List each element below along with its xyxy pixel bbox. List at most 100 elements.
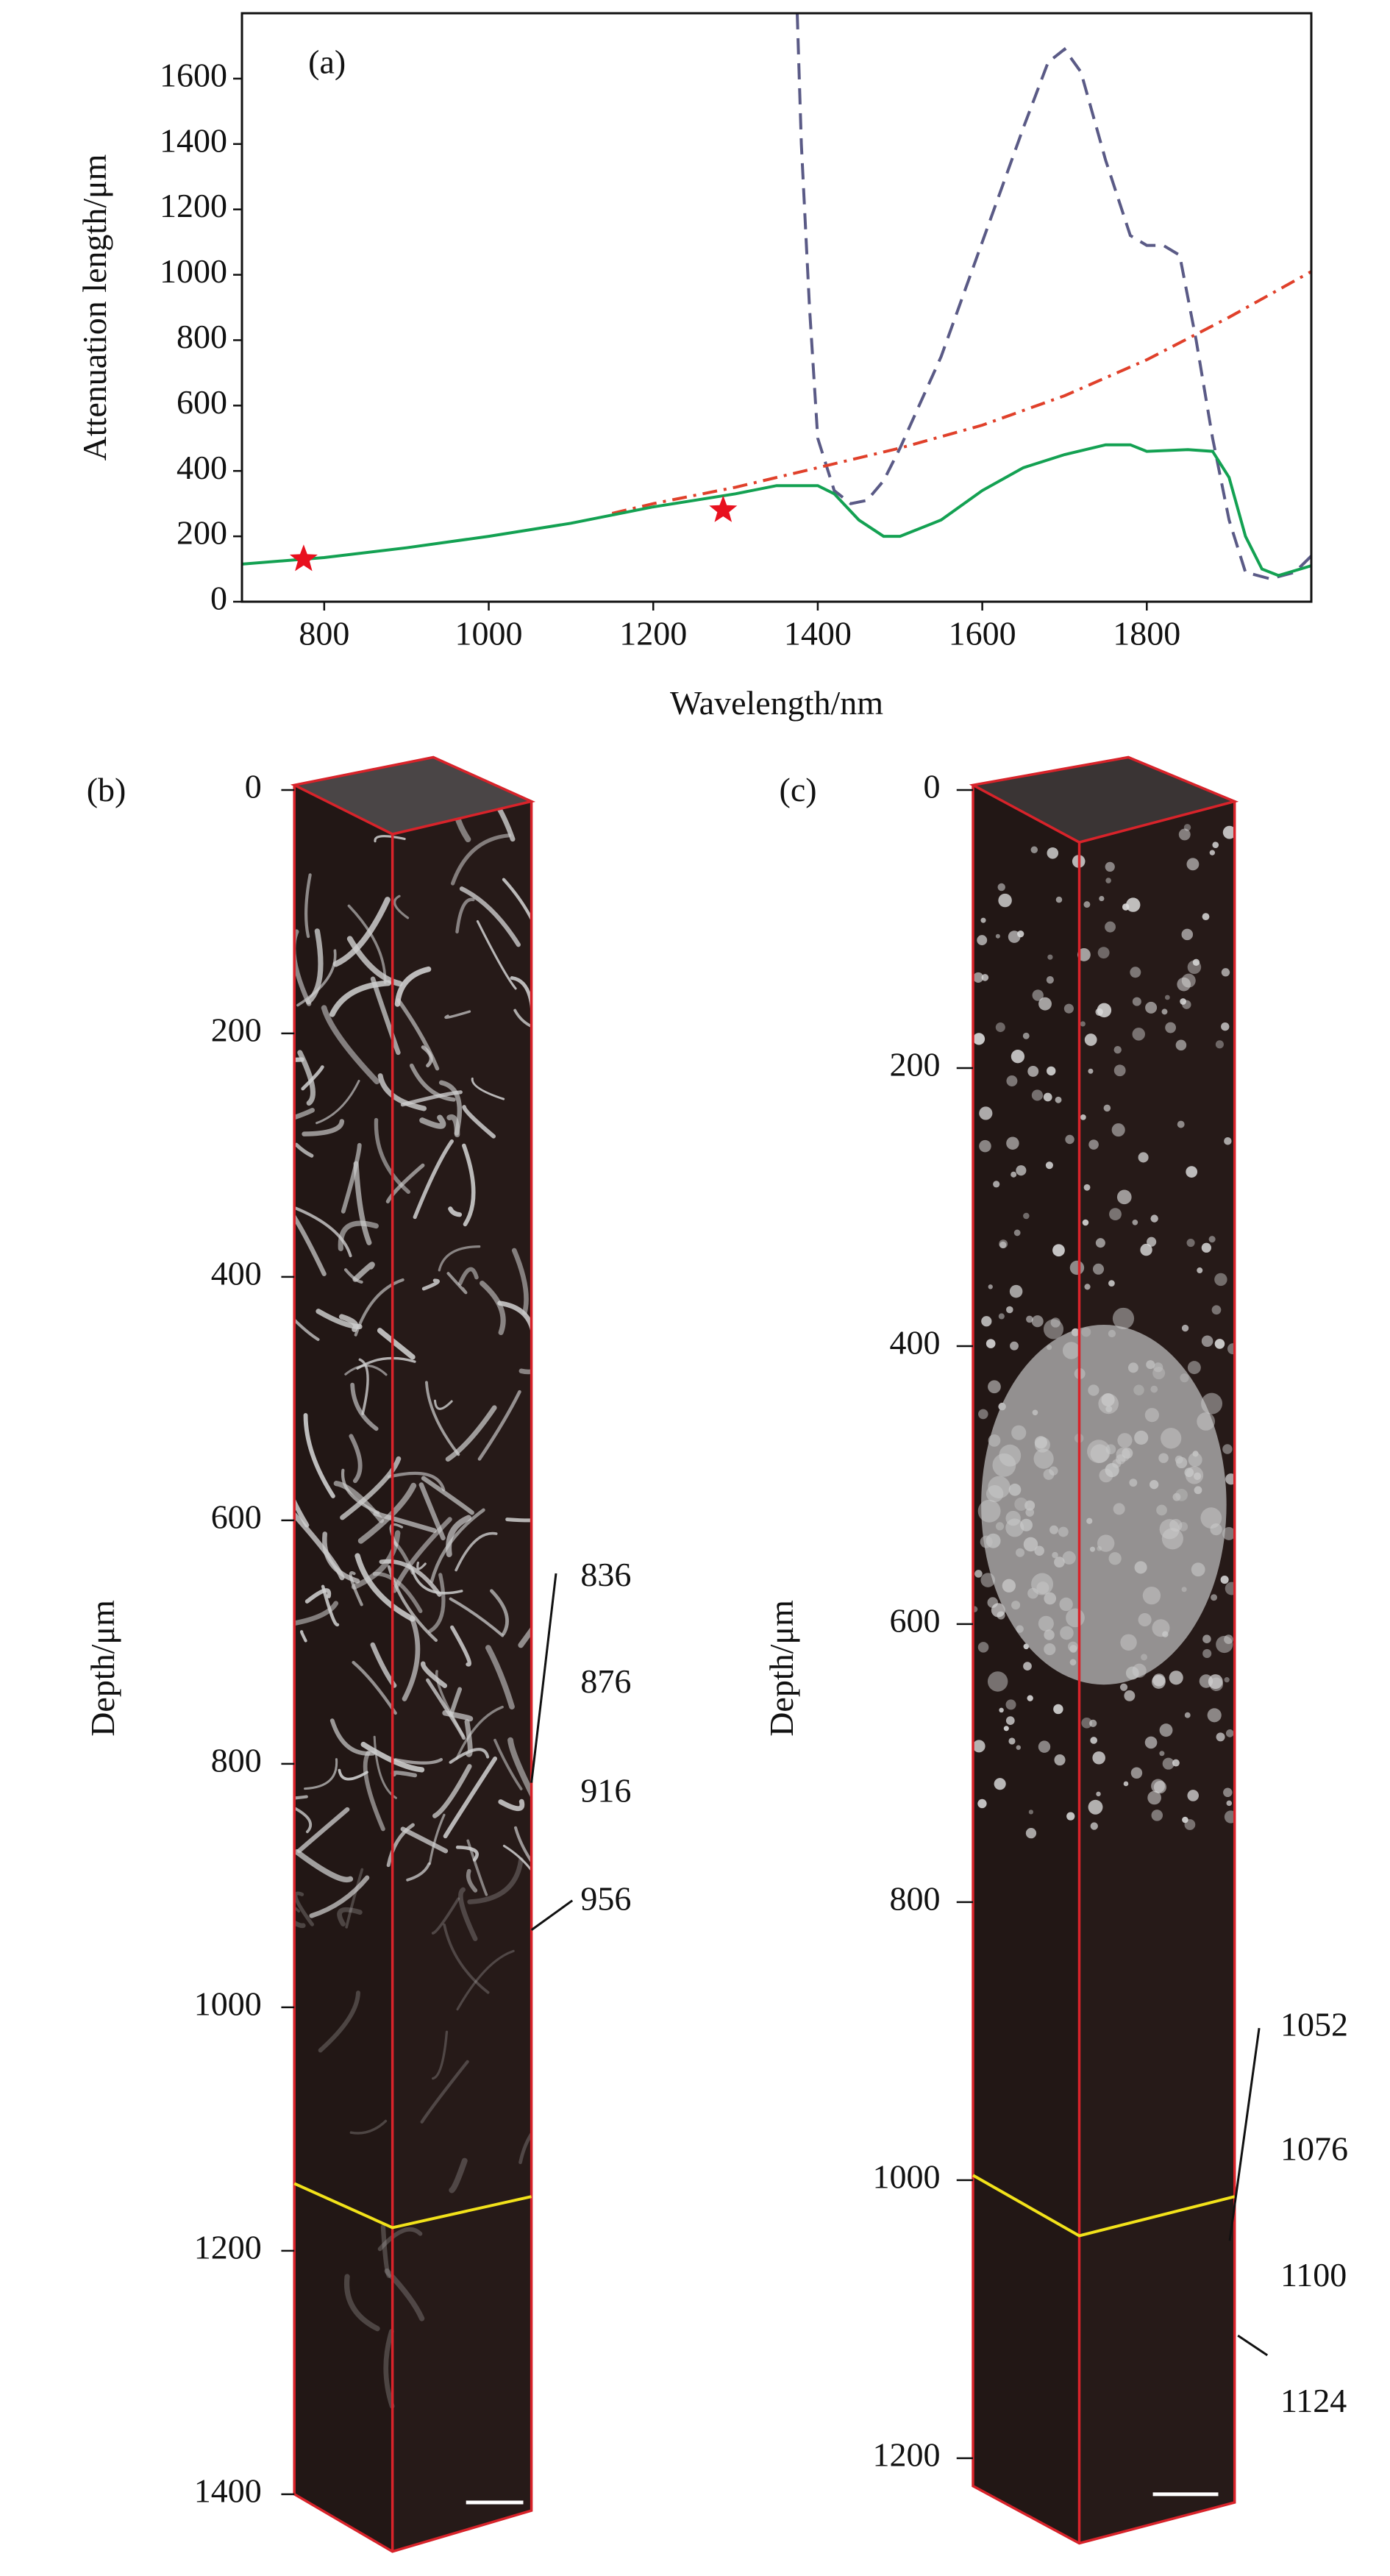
connector	[530, 1573, 557, 1783]
texture	[1105, 921, 1116, 933]
texture	[1022, 1032, 1030, 1039]
y-tick-label: 1000	[194, 1985, 262, 2022]
y-tick-label: 1200	[873, 2436, 941, 2473]
x-tick-label: 1600	[949, 615, 1016, 652]
texture	[1099, 1468, 1113, 1483]
texture	[373, 1511, 437, 1534]
texture	[341, 1468, 380, 1515]
texture	[518, 1345, 532, 1375]
plot-area	[242, 13, 1311, 580]
texture	[1130, 967, 1141, 978]
texture	[425, 1381, 460, 1456]
texture	[449, 2157, 468, 2193]
texture	[1113, 1064, 1126, 1077]
connector	[530, 1899, 574, 1931]
y-tick-label: 0	[210, 580, 227, 617]
y-tick-label: 400	[890, 1324, 941, 1362]
texture	[1031, 1573, 1054, 1595]
texture	[1063, 1003, 1074, 1014]
texture	[1011, 1425, 1027, 1440]
texture	[421, 1278, 440, 1291]
texture	[464, 1719, 473, 1757]
texture	[1181, 928, 1194, 941]
texture	[1184, 1712, 1191, 1718]
texture	[1162, 1757, 1175, 1770]
y-tick-label: 1400	[194, 2472, 262, 2509]
texture	[1153, 1780, 1167, 1794]
texture	[507, 1737, 532, 1817]
texture	[363, 1751, 385, 1832]
texture	[294, 1199, 327, 1276]
texture	[393, 1757, 443, 1765]
texture	[420, 1661, 448, 1688]
texture	[1208, 1236, 1216, 1243]
texture	[995, 933, 1000, 939]
texture	[1088, 1139, 1099, 1150]
texture	[318, 1990, 360, 2053]
texture	[431, 1897, 460, 1935]
texture	[1225, 1581, 1235, 1595]
y-tick-label: 1400	[160, 121, 227, 159]
texture	[1211, 1594, 1218, 1601]
texture	[1045, 1161, 1053, 1170]
texture	[294, 1206, 352, 1258]
y-axis-label: Attenuation length/μm	[76, 154, 113, 460]
texture	[1105, 878, 1111, 883]
texture	[1159, 1519, 1180, 1540]
texture	[419, 1114, 446, 1129]
texture	[393, 894, 410, 919]
depth-annotation: 836	[580, 1556, 631, 1593]
texture	[294, 1892, 306, 1929]
texture	[476, 919, 517, 990]
texture	[1132, 1219, 1138, 1225]
texture	[438, 1080, 463, 1136]
x-axis-label: Wavelength/nm	[670, 684, 883, 722]
texture	[1025, 1828, 1037, 1839]
texture	[349, 1434, 363, 1484]
y-tick-label: 1200	[160, 187, 227, 224]
texture	[443, 1923, 490, 1994]
texture	[316, 1079, 360, 1125]
texture	[349, 1570, 363, 1607]
texture	[1147, 1790, 1161, 1805]
texture	[1209, 1677, 1224, 1692]
texture	[1202, 913, 1210, 921]
texture	[459, 886, 521, 947]
texture	[296, 949, 337, 1007]
texture	[1088, 1799, 1103, 1815]
texture	[448, 1206, 463, 1217]
y-tick-label: 0	[924, 768, 941, 805]
texture	[979, 1106, 993, 1120]
y-axis-label: Depth/μm	[84, 1600, 121, 1737]
texture	[1092, 1751, 1105, 1765]
texture	[445, 1405, 497, 1462]
texture	[981, 1325, 1227, 1685]
texture	[1113, 1046, 1122, 1054]
texture	[351, 1530, 401, 1590]
texture	[1066, 1812, 1075, 1821]
texture	[992, 1453, 1016, 1477]
texture	[402, 1615, 421, 1701]
volume-face	[294, 785, 393, 2552]
texture	[1177, 977, 1191, 992]
texture	[321, 1005, 380, 1085]
y-tick-label: 600	[177, 383, 227, 421]
texture	[981, 1316, 992, 1327]
texture	[360, 1741, 425, 1773]
x-tick-label: 1800	[1113, 615, 1180, 652]
texture	[1226, 1800, 1233, 1807]
texture	[1038, 1740, 1051, 1753]
depth-annotation: 1052	[1280, 2006, 1348, 2043]
texture	[309, 1875, 370, 1918]
texture	[438, 1245, 481, 1272]
texture	[1224, 1677, 1230, 1683]
texture	[1065, 1134, 1074, 1145]
texture	[409, 1063, 456, 1102]
texture	[1033, 1448, 1054, 1469]
texture	[1202, 1648, 1212, 1659]
texture	[485, 1645, 515, 1710]
y-tick-label: 200	[211, 1011, 262, 1048]
texture	[1222, 825, 1235, 839]
texture	[1080, 1114, 1086, 1120]
